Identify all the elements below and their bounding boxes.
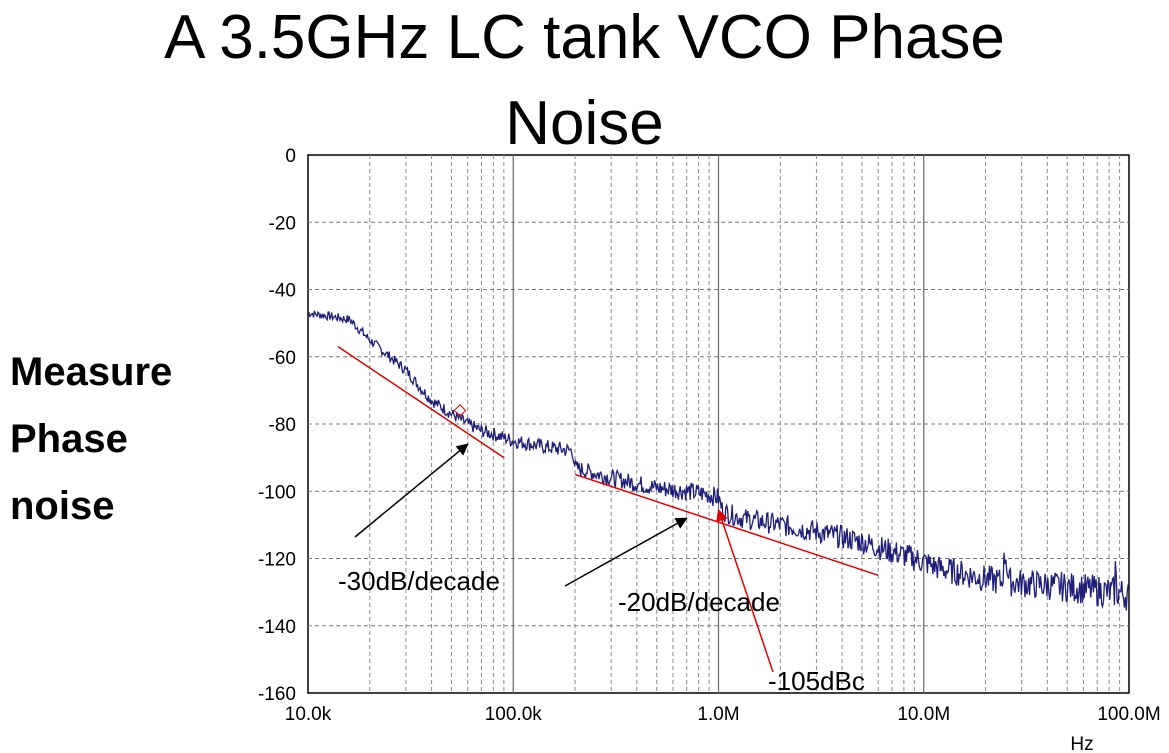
side-label-line-3: noise [10,484,115,528]
x-tick-label: 1.0M [697,704,739,725]
chart-title-line-1: A 3.5GHz LC tank VCO Phase [164,3,1005,72]
chart-title-line-2: Noise [505,89,664,158]
annotation-20db-label: -20dB/decade [618,587,780,617]
trend-marker [453,404,467,417]
y-tick-label: -80 [269,415,296,436]
side-label-line-2: Phase [10,417,128,461]
series-layer [307,310,1130,611]
y-tick-label: 0 [285,146,296,167]
y-tick-label: -40 [269,281,296,302]
y-tick-label: -60 [269,348,296,369]
arrow-105dbc [716,508,774,673]
grid [307,154,1130,694]
trend-lines [337,346,879,577]
x-tick-label: 10.0M [897,704,950,725]
phase-noise-series-line [307,310,1130,611]
y-tick-label: -20 [269,213,296,234]
y-tick-label: -120 [258,550,296,571]
x-axis-label: Hz [1070,734,1093,753]
arrow-20db [564,517,688,587]
y-tick-label: -140 [258,617,296,638]
x-tick-label: 100.0k [485,704,543,725]
trend-line-30db [337,346,505,459]
x-tick-label: 100.0M [1097,704,1160,725]
annotation-30db-label: -30dB/decade [338,566,500,596]
y-tick-label: -160 [258,684,296,705]
side-label-line-1: Measure [10,350,173,394]
arrow-30db [354,443,469,538]
trend-line-20db [574,473,879,577]
y-tick-label: -100 [258,482,296,503]
x-tick-label: 10.0k [285,704,332,725]
annotations: -30dB/decade -20dB/decade -105dBc [338,443,865,696]
annotation-105dbc-label: -105dBc [768,666,865,696]
